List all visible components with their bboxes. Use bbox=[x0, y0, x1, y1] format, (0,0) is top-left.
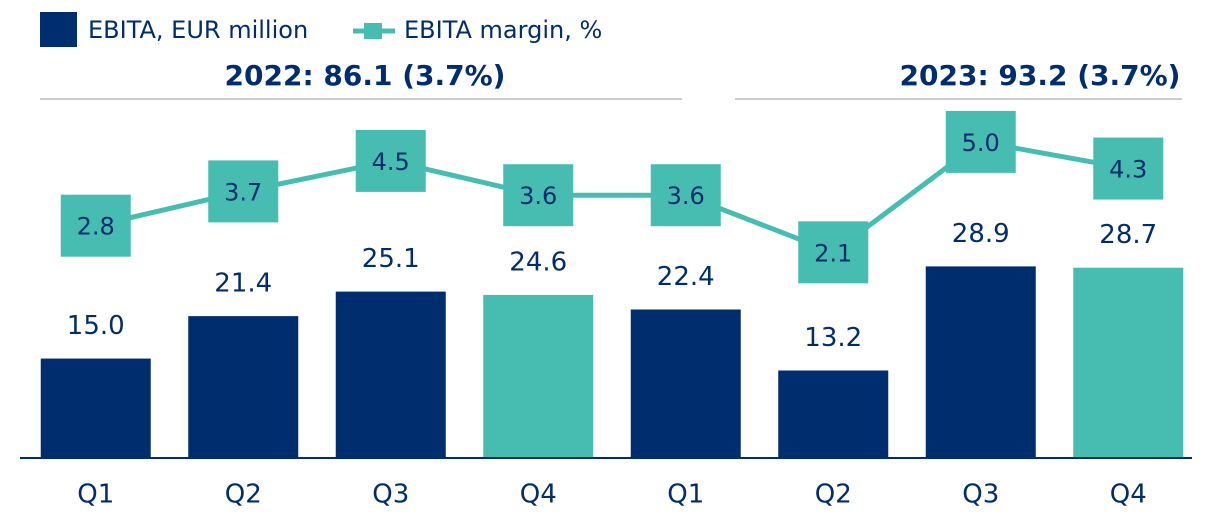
bar bbox=[778, 370, 889, 458]
data-label: 15.0 bbox=[67, 311, 125, 341]
data-label: 24.6 bbox=[509, 247, 567, 277]
annotation: 2022: 86.1 (3.7%) bbox=[225, 59, 506, 92]
x-tick-label: Q3 bbox=[372, 480, 409, 510]
bar bbox=[630, 309, 741, 458]
x-tick-label: Q4 bbox=[1110, 480, 1147, 510]
data-label: 22.4 bbox=[657, 262, 715, 292]
line-marker bbox=[503, 164, 574, 227]
data-label: 28.9 bbox=[952, 219, 1010, 249]
bar bbox=[188, 316, 299, 458]
x-tick-label: Q2 bbox=[225, 480, 262, 510]
legend-swatch bbox=[40, 12, 77, 47]
line-marker bbox=[208, 160, 279, 223]
data-label: 4.3 bbox=[1109, 156, 1147, 184]
x-tick-label: Q3 bbox=[962, 480, 999, 510]
legend-label: EBITA margin, % bbox=[404, 16, 602, 44]
annotation: 2023: 93.2 (3.7%) bbox=[900, 59, 1181, 92]
data-label: 25.1 bbox=[362, 244, 420, 274]
x-tick-label: Q1 bbox=[77, 480, 114, 510]
line-marker bbox=[355, 129, 426, 192]
line-marker bbox=[798, 221, 869, 284]
data-label: 3.7 bbox=[224, 178, 262, 206]
bar bbox=[483, 294, 594, 458]
data-label: 28.7 bbox=[1099, 220, 1157, 250]
line-marker bbox=[945, 110, 1016, 173]
x-tick-label: Q2 bbox=[815, 480, 852, 510]
bar bbox=[925, 266, 1036, 458]
data-label: 21.4 bbox=[214, 269, 272, 299]
legend-marker bbox=[364, 23, 382, 39]
bar bbox=[1073, 267, 1184, 458]
data-label: 13.2 bbox=[804, 323, 862, 353]
bar bbox=[335, 291, 446, 458]
legend-label: EBITA, EUR million bbox=[88, 16, 308, 44]
data-label: 3.6 bbox=[667, 182, 705, 210]
line-marker bbox=[1093, 137, 1164, 200]
data-label: 2.8 bbox=[77, 213, 115, 241]
x-tick-label: Q1 bbox=[667, 480, 704, 510]
data-label: 5.0 bbox=[962, 129, 1000, 157]
bar bbox=[40, 358, 151, 458]
data-label: 3.6 bbox=[519, 182, 557, 210]
data-label: 4.5 bbox=[372, 148, 410, 176]
x-tick-label: Q4 bbox=[520, 480, 557, 510]
line-marker bbox=[650, 164, 721, 227]
line-marker bbox=[60, 194, 131, 257]
data-label: 2.1 bbox=[814, 239, 852, 267]
